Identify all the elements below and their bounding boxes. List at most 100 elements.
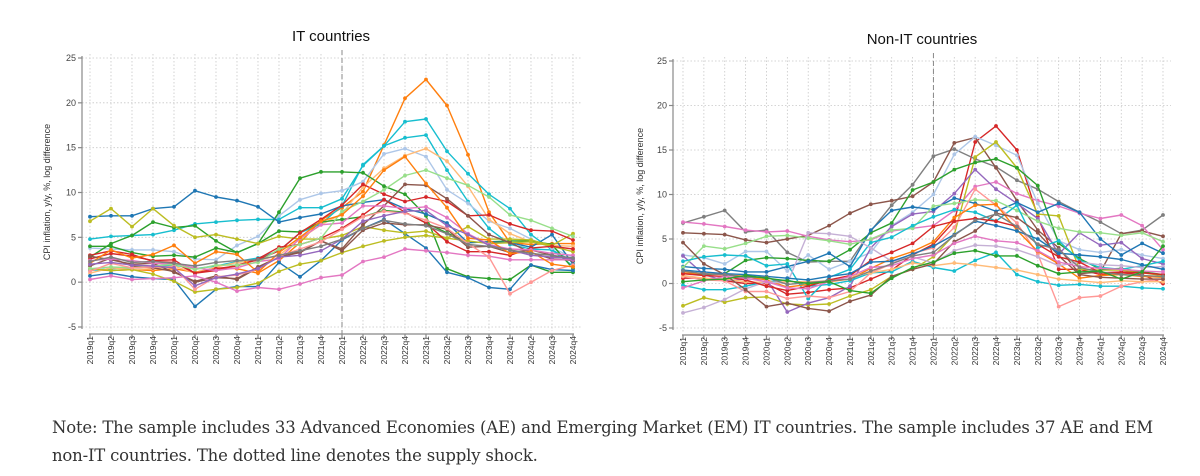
data-point <box>1015 254 1019 258</box>
x-tick-label: 2022q2 <box>358 336 368 365</box>
data-point <box>848 239 852 244</box>
series-it-11 <box>88 233 575 294</box>
data-point <box>681 279 685 284</box>
data-point <box>1098 220 1103 225</box>
data-point <box>1056 260 1061 264</box>
data-point <box>931 260 936 264</box>
x-tick-label: 2019q3 <box>127 336 137 365</box>
data-point <box>1098 237 1103 241</box>
data-point <box>827 238 831 243</box>
data-point <box>806 296 811 301</box>
data-point <box>1035 252 1040 256</box>
data-point <box>508 248 512 252</box>
data-point <box>193 264 197 268</box>
data-point <box>702 305 706 310</box>
data-point <box>487 255 491 259</box>
data-point <box>722 297 727 302</box>
data-point <box>1161 270 1165 274</box>
data-point <box>785 292 790 297</box>
data-point <box>214 220 218 225</box>
x-tick-label: 2021q4 <box>316 336 326 365</box>
data-point <box>764 255 769 260</box>
data-point <box>973 134 978 139</box>
data-point <box>298 176 302 181</box>
data-point <box>235 285 239 290</box>
x-tick-label: 2020q4 <box>232 336 242 365</box>
data-point <box>487 217 491 222</box>
data-point <box>681 269 685 273</box>
series-line <box>682 148 1164 263</box>
data-point <box>487 232 491 237</box>
data-point <box>172 249 176 254</box>
data-point <box>340 221 344 225</box>
series-it-20 <box>88 154 575 275</box>
data-point <box>806 278 811 282</box>
data-point <box>424 229 428 234</box>
data-point <box>1056 247 1061 252</box>
data-point <box>806 253 811 257</box>
data-point <box>931 180 936 184</box>
data-point <box>109 248 113 252</box>
data-point <box>361 163 365 168</box>
data-point <box>424 195 428 199</box>
data-point <box>1098 243 1103 248</box>
data-point <box>445 149 449 154</box>
data-point <box>571 241 575 246</box>
data-point <box>424 208 428 213</box>
data-point <box>743 287 748 292</box>
data-point <box>403 146 407 151</box>
data-point <box>361 189 365 194</box>
data-point <box>889 250 894 255</box>
data-point <box>466 171 470 176</box>
data-point <box>487 238 491 242</box>
data-point <box>973 218 978 223</box>
data-point <box>256 234 260 239</box>
data-point <box>529 232 533 237</box>
data-point <box>424 77 428 82</box>
data-point <box>1098 294 1103 298</box>
data-point <box>529 239 533 244</box>
data-point <box>88 277 92 282</box>
series-line <box>89 78 573 274</box>
data-point <box>214 249 218 254</box>
data-point <box>235 252 239 257</box>
data-point <box>382 209 386 214</box>
data-point <box>994 202 998 207</box>
data-point <box>1015 224 1019 229</box>
x-tick-label: 2024q2 <box>1116 337 1126 366</box>
data-point <box>403 173 407 178</box>
data-point <box>487 195 491 199</box>
data-point <box>1161 234 1165 239</box>
data-point <box>340 227 344 232</box>
data-point <box>487 244 491 249</box>
data-point <box>235 218 239 223</box>
data-point <box>340 188 344 193</box>
data-point <box>403 222 407 226</box>
data-point <box>277 287 281 292</box>
data-point <box>910 265 915 270</box>
data-point <box>214 195 218 199</box>
data-point <box>88 254 92 259</box>
data-point <box>403 231 407 235</box>
data-point <box>1161 251 1165 256</box>
data-point <box>764 230 769 234</box>
data-point <box>256 270 260 275</box>
data-point <box>445 236 449 241</box>
series-nonit-5 <box>681 134 1165 273</box>
data-point <box>277 247 281 251</box>
data-point <box>340 217 344 222</box>
data-point <box>382 213 386 218</box>
data-point <box>1056 254 1061 259</box>
series-nonit-11 <box>681 203 1165 301</box>
data-point <box>931 204 936 209</box>
data-point <box>910 194 915 199</box>
data-point <box>298 282 302 286</box>
data-point <box>1015 268 1019 272</box>
data-point <box>994 254 998 258</box>
x-tick-label: 2023q2 <box>442 336 452 365</box>
data-point <box>1015 200 1019 205</box>
data-point <box>361 194 365 199</box>
data-point <box>445 159 449 164</box>
data-point <box>193 255 197 259</box>
data-point <box>827 231 831 236</box>
